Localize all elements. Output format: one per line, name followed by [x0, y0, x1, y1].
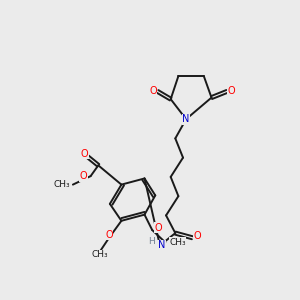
Text: N: N: [182, 114, 190, 124]
Text: O: O: [80, 171, 88, 181]
Text: O: O: [81, 149, 88, 159]
Text: O: O: [149, 86, 157, 96]
Text: CH₃: CH₃: [92, 250, 108, 259]
Text: CH₃: CH₃: [54, 180, 70, 189]
Text: O: O: [154, 223, 162, 233]
Text: O: O: [105, 230, 113, 240]
Text: O: O: [194, 231, 202, 241]
Text: N: N: [158, 240, 165, 250]
Text: O: O: [228, 86, 235, 96]
Text: CH₃: CH₃: [169, 238, 186, 247]
Text: H: H: [148, 237, 154, 246]
